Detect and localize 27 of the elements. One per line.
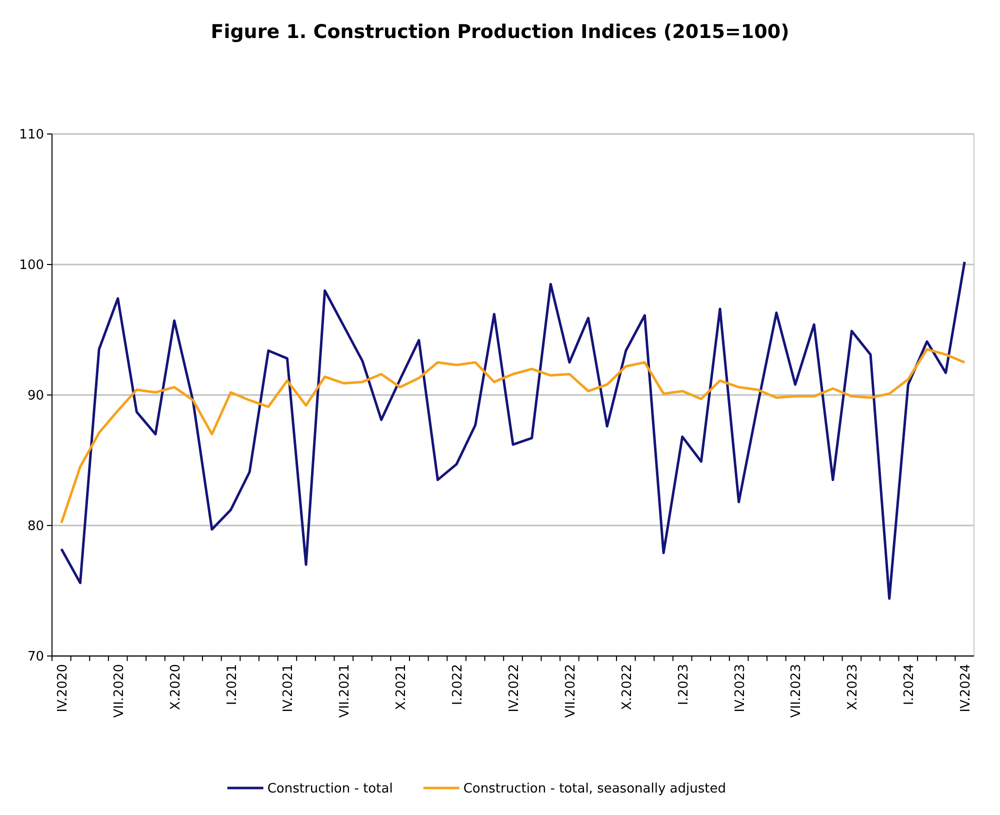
x-tick-label: IV.2020 — [55, 664, 70, 712]
line-series — [60, 348, 966, 524]
x-tick-label: IV.2021 — [281, 664, 296, 712]
line-series — [60, 260, 966, 600]
x-tick-label: IV.2023 — [732, 664, 748, 712]
x-tick-label: X.2020 — [168, 664, 184, 710]
legend-label: Construction - total — [267, 782, 393, 797]
y-tick-label: 110 — [19, 128, 44, 143]
y-tick-label: 90 — [27, 388, 44, 404]
x-tick-label: X.2023 — [846, 664, 861, 710]
x-tick-label: I.2021 — [224, 664, 240, 706]
x-tick-label: X.2022 — [620, 664, 635, 710]
x-tick-label: IV.2024 — [958, 664, 974, 712]
x-tick-label: VII.2021 — [338, 664, 353, 718]
legend-label: Construction - total, seasonally adjusted — [463, 782, 726, 797]
x-tick-label: I.2023 — [676, 664, 692, 706]
y-tick-label: 100 — [19, 258, 44, 274]
y-tick-label: 80 — [27, 519, 44, 534]
x-tick-label: I.2022 — [450, 664, 466, 706]
x-tick-label: I.2024 — [902, 664, 918, 706]
x-tick-label: X.2021 — [394, 664, 410, 710]
y-tick-label: 70 — [27, 650, 44, 665]
chart-title: Figure 1. Construction Production Indices (2015=100) — [210, 21, 790, 43]
x-tick-label: VII.2022 — [563, 664, 578, 718]
x-tick-label: IV.2022 — [507, 664, 522, 712]
x-tick-label: VII.2023 — [789, 664, 804, 718]
x-tick-label: VII.2020 — [112, 664, 127, 718]
